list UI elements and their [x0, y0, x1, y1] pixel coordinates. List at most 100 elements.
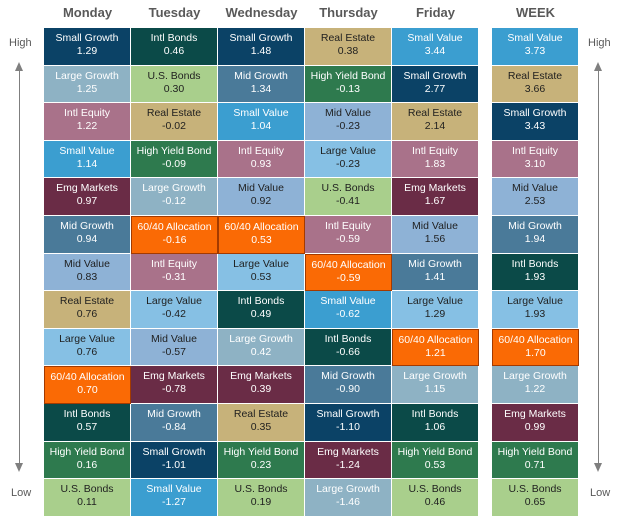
- return-value: 0.53: [251, 234, 272, 246]
- return-value: 1.48: [250, 45, 272, 57]
- return-value: 0.76: [76, 308, 98, 321]
- cell-mid-value: Mid Value 0.92: [218, 178, 305, 216]
- asset-name: High Yield Bond: [223, 445, 299, 458]
- asset-name: Small Growth: [503, 107, 567, 120]
- asset-name: Mid Value: [412, 220, 458, 232]
- asset-name: Small Value: [320, 295, 376, 308]
- cell-real-estate: Real Estate 0.76: [44, 291, 131, 329]
- column-header-tuesday: Tuesday: [148, 5, 201, 20]
- asset-name: Large Growth: [229, 332, 293, 345]
- arrow-down-icon: [594, 463, 602, 472]
- return-value: 3.43: [524, 120, 546, 133]
- asset-name: Large Growth: [503, 370, 567, 383]
- cell-mid-growth: Mid Growth 1.34: [218, 65, 305, 104]
- return-value: 0.65: [524, 496, 546, 509]
- return-value: 1.34: [250, 82, 272, 95]
- asset-name: Small Value: [507, 32, 563, 44]
- cell-mid-value: Mid Value -0.23: [305, 103, 392, 141]
- asset-name: Mid Value: [512, 182, 558, 195]
- cell-intl-bonds: Intl Bonds 0.46: [131, 28, 218, 66]
- cell-emg-markets: Emg Markets -0.78: [131, 366, 218, 404]
- asset-name: Mid Growth: [408, 257, 462, 270]
- cell-intl-bonds: Intl Bonds 1.93: [492, 253, 579, 292]
- asset-name: Real Estate: [233, 408, 289, 420]
- asset-name: 60/40 Allocation: [50, 371, 125, 384]
- asset-name: Emg Markets: [504, 408, 566, 420]
- cell-real-estate: Real Estate 2.14: [392, 103, 479, 141]
- cell-intl-equity: Intl Equity -0.31: [131, 253, 218, 292]
- cell-u-s-bonds: U.S. Bonds 0.30: [131, 65, 218, 104]
- arrow-shaft: [19, 70, 20, 464]
- asset-name: Intl Bonds: [150, 32, 198, 44]
- return-value: -0.23: [336, 120, 360, 133]
- cell-real-estate: Real Estate 3.66: [492, 65, 579, 104]
- cell-high-yield-bond: High Yield Bond -0.13: [305, 65, 392, 104]
- cell-intl-equity: Intl Equity 1.22: [44, 103, 131, 141]
- cell-small-growth: Small Growth -1.01: [131, 441, 218, 480]
- asset-name: Large Value: [320, 144, 376, 157]
- asset-name: Real Estate: [507, 69, 563, 82]
- asset-name: 60/40 Allocation: [398, 333, 473, 346]
- cell-large-value: Large Value 1.29: [392, 291, 479, 329]
- cell-mid-growth: Mid Growth -0.84: [131, 404, 218, 442]
- cell-mid-value: Mid Value -0.57: [131, 328, 218, 367]
- return-value: 1.15: [424, 383, 446, 396]
- asset-name: High Yield Bond: [49, 445, 125, 458]
- cell-large-value: Large Value 0.53: [218, 253, 305, 292]
- cell-mid-value: Mid Value 1.56: [392, 216, 479, 254]
- arrow-shaft: [598, 70, 599, 464]
- cell-emg-markets: Emg Markets -1.24: [305, 441, 392, 480]
- return-value: 1.22: [76, 120, 98, 133]
- return-value: 0.70: [77, 384, 98, 397]
- cell-intl-bonds: Intl Bonds 0.57: [44, 404, 131, 442]
- cell-small-value: Small Value -1.27: [131, 479, 218, 517]
- asset-name: Mid Growth: [60, 220, 114, 232]
- asset-name: Mid Growth: [234, 69, 288, 82]
- return-value: 3.66: [524, 82, 546, 95]
- cell-high-yield-bond: High Yield Bond 0.23: [218, 441, 305, 480]
- cell-large-value: Large Value 0.76: [44, 328, 131, 367]
- return-value: 1.93: [524, 270, 546, 283]
- return-value: -0.16: [162, 234, 187, 246]
- cell-large-value: Large Value -0.42: [131, 291, 218, 329]
- return-value: 2.77: [424, 82, 446, 95]
- return-value: 1.93: [524, 308, 546, 321]
- cell-u-s-bonds: U.S. Bonds 0.65: [492, 479, 579, 517]
- asset-name: Intl Equity: [63, 107, 111, 120]
- cell-u-s-bonds: U.S. Bonds 0.19: [218, 479, 305, 517]
- axis-label-low-right: Low: [590, 487, 611, 499]
- asset-name: Intl Equity: [237, 144, 285, 157]
- asset-name: Intl Bonds: [511, 257, 559, 270]
- return-value: -1.10: [336, 421, 360, 433]
- cell-high-yield-bond: High Yield Bond 0.71: [492, 441, 579, 480]
- return-value: -0.09: [162, 157, 186, 170]
- cell-high-yield-bond: High Yield Bond -0.09: [131, 140, 218, 179]
- column-header-friday: Friday: [415, 5, 455, 20]
- return-value: -0.57: [162, 345, 186, 358]
- asset-name: Large Value: [59, 332, 115, 345]
- asset-name: Mid Growth: [508, 220, 562, 232]
- asset-name: Emg Markets: [404, 182, 466, 195]
- return-value: -0.12: [162, 195, 186, 208]
- cell-mid-growth: Mid Growth 1.94: [492, 216, 579, 254]
- cell-large-value: Large Value 1.93: [492, 291, 579, 329]
- cell-intl-equity: Intl Equity 3.10: [492, 140, 579, 179]
- cell-60-40-allocation: 60/40 Allocation 1.21: [392, 328, 479, 367]
- cell-mid-value: Mid Value 2.53: [492, 178, 579, 216]
- asset-name: Small Value: [407, 32, 463, 44]
- return-value: -0.23: [336, 157, 360, 170]
- cell-large-growth: Large Growth 0.42: [218, 328, 305, 367]
- cell-real-estate: Real Estate -0.02: [131, 103, 218, 141]
- return-value: 1.56: [424, 233, 446, 245]
- cell-real-estate: Real Estate 0.38: [305, 28, 392, 66]
- return-value: -1.01: [162, 458, 186, 471]
- return-value: 0.46: [163, 45, 185, 57]
- cell-u-s-bonds: U.S. Bonds 0.46: [392, 479, 479, 517]
- cell-intl-bonds: Intl Bonds 0.49: [218, 291, 305, 329]
- cell-small-growth: Small Growth 3.43: [492, 103, 579, 141]
- return-value: 0.38: [337, 45, 359, 57]
- asset-name: Small Value: [233, 107, 289, 120]
- asset-name: Real Estate: [407, 107, 463, 120]
- return-value: 0.11: [77, 496, 97, 509]
